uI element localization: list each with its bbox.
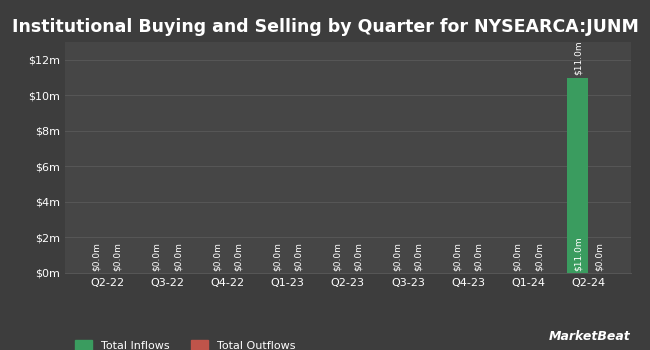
Text: $0.0m: $0.0m <box>453 242 462 271</box>
Text: $0.0m: $0.0m <box>174 242 182 271</box>
Text: $0.0m: $0.0m <box>333 242 342 271</box>
Legend: Total Inflows, Total Outflows: Total Inflows, Total Outflows <box>71 336 300 350</box>
Text: $0.0m: $0.0m <box>113 242 122 271</box>
Text: $11.0m: $11.0m <box>573 40 582 75</box>
Text: Institutional Buying and Selling by Quarter for NYSEARCA:JUNM: Institutional Buying and Selling by Quar… <box>12 18 638 35</box>
Text: $0.0m: $0.0m <box>294 242 303 271</box>
Text: MarketBeat: MarketBeat <box>549 330 630 343</box>
Text: $0.0m: $0.0m <box>354 242 363 271</box>
Bar <box>567 78 588 273</box>
Text: $0.0m: $0.0m <box>92 242 101 271</box>
Text: $0.0m: $0.0m <box>474 242 483 271</box>
Text: $0.0m: $0.0m <box>272 242 281 271</box>
Text: $0.0m: $0.0m <box>233 242 242 271</box>
Text: $0.0m: $0.0m <box>594 242 603 271</box>
Text: $0.0m: $0.0m <box>414 242 423 271</box>
Text: $0.0m: $0.0m <box>514 242 522 271</box>
Text: $0.0m: $0.0m <box>534 242 543 271</box>
Text: $0.0m: $0.0m <box>152 242 161 271</box>
Text: $11.0m: $11.0m <box>573 237 582 271</box>
Text: $0.0m: $0.0m <box>393 242 402 271</box>
Text: $0.0m: $0.0m <box>213 242 222 271</box>
